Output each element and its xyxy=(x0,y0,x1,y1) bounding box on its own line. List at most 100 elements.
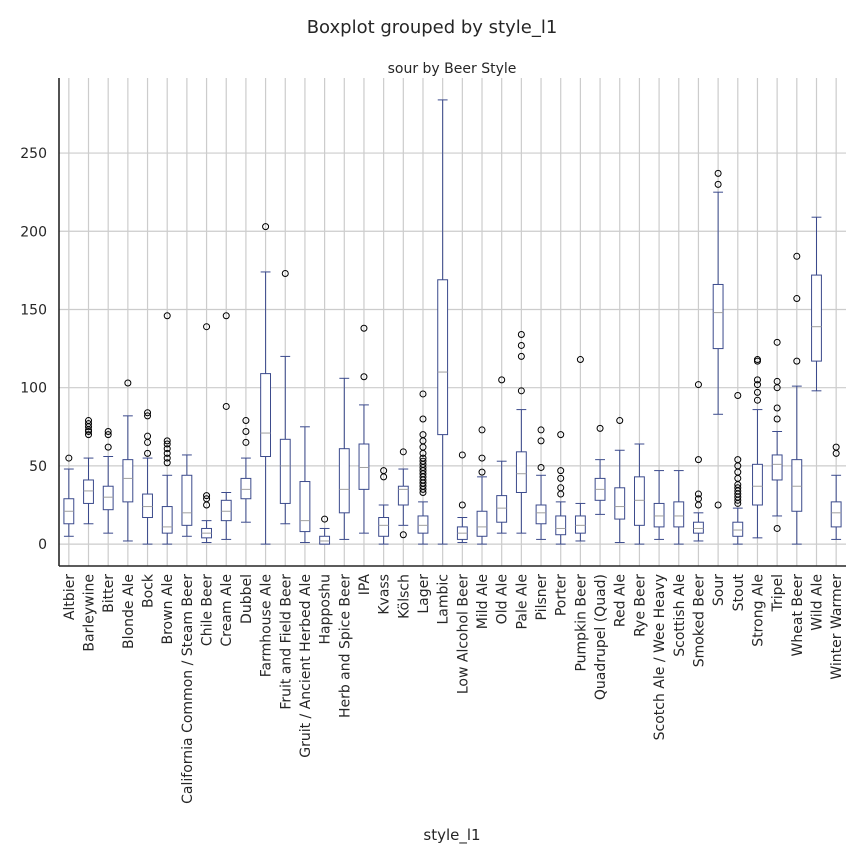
flier-point xyxy=(242,438,250,446)
box-iqr xyxy=(555,515,567,536)
x-tick-label: Happoshu xyxy=(318,574,334,645)
flier-point xyxy=(714,180,722,188)
flier-point xyxy=(104,427,112,435)
box-35 xyxy=(752,356,763,539)
flier-point xyxy=(793,252,801,260)
flier-point xyxy=(478,426,486,434)
x-tick-label: Chile Beer xyxy=(200,574,216,646)
x-tick-label: Pumpkin Beer xyxy=(573,574,589,672)
flier-point xyxy=(557,467,565,475)
box-22 xyxy=(496,376,508,534)
flier-point xyxy=(222,312,230,320)
y-tick-label: 250 xyxy=(20,146,47,162)
box-iqr xyxy=(673,501,685,528)
flier-point xyxy=(753,381,761,389)
flier-point xyxy=(557,484,565,492)
flier-point xyxy=(694,490,702,498)
x-tick-label: Blonde Ale xyxy=(121,574,137,649)
x-tick-label: Gruit / Ancient Herbed Ale xyxy=(298,574,314,758)
box-25 xyxy=(555,431,567,545)
box-16 xyxy=(378,467,390,545)
flier-point xyxy=(576,356,584,364)
x-tick-label: Old Ale xyxy=(495,574,511,624)
box-iqr xyxy=(791,459,803,512)
flier-point xyxy=(773,404,781,412)
flier-point xyxy=(832,443,840,451)
box-iqr xyxy=(338,448,350,514)
box-iqr xyxy=(712,283,724,350)
flier-point xyxy=(734,484,742,492)
box-iqr xyxy=(437,279,449,436)
flier-point xyxy=(753,376,761,384)
x-tick-label: Red Ale xyxy=(613,574,629,627)
box-6 xyxy=(181,454,193,537)
flier-point xyxy=(537,437,545,445)
box-iqr xyxy=(574,515,586,534)
chart-suptitle: Boxplot grouped by style_l1 xyxy=(307,17,558,38)
x-tick-label: Stout xyxy=(731,573,747,611)
flier-point xyxy=(773,415,781,423)
x-tick-label: Lager xyxy=(416,574,432,614)
x-tick-label: Sour xyxy=(711,574,727,606)
flier-point xyxy=(419,457,427,465)
box-33 xyxy=(712,169,724,509)
x-tick-label: Cream Ale xyxy=(219,574,235,647)
flier-point xyxy=(458,501,466,509)
box-3 xyxy=(122,379,134,542)
flier-point xyxy=(753,356,761,364)
y-tick-label: 150 xyxy=(20,302,47,318)
box-13 xyxy=(319,515,331,545)
x-tick-label: Fruit and Field Beer xyxy=(278,574,294,710)
flier-point xyxy=(478,454,486,462)
box-iqr xyxy=(102,485,114,511)
flier-point xyxy=(124,379,132,387)
flier-point xyxy=(163,440,171,448)
x-tick-label: Herb and Spice Beer xyxy=(337,574,353,718)
x-tick-label: Bitter xyxy=(101,574,117,613)
box-17 xyxy=(397,448,409,539)
x-tick-label: Low Alcohol Beer xyxy=(455,574,471,694)
flier-point xyxy=(753,388,761,396)
flier-point xyxy=(242,427,250,435)
x-tick-label: Mild Ale xyxy=(475,574,491,629)
box-iqr xyxy=(614,487,626,520)
x-tick-label: Farmhouse Ale xyxy=(259,574,275,677)
y-tick-label: 50 xyxy=(29,459,47,475)
flier-point xyxy=(793,295,801,303)
flier-point xyxy=(163,459,171,467)
flier-point xyxy=(714,169,722,177)
flier-point xyxy=(419,431,427,439)
flier-point xyxy=(734,456,742,464)
x-tick-label: Porter xyxy=(554,574,570,616)
box-iqr xyxy=(83,479,94,504)
flier-point xyxy=(163,312,171,320)
x-tick-label: Barleywine xyxy=(82,574,98,652)
grid xyxy=(59,78,846,566)
x-tick-label: Strong Ale xyxy=(750,574,766,647)
flier-point xyxy=(144,449,152,457)
flier-point xyxy=(203,323,211,331)
flier-point xyxy=(498,376,506,384)
flier-point xyxy=(163,454,171,462)
box-0 xyxy=(63,454,75,537)
y-tick-label: 200 xyxy=(20,224,47,240)
y-tick-labels: 0 50 100 150 200 250 xyxy=(20,146,47,553)
x-tick-label: Rye Beer xyxy=(632,574,648,637)
box-2 xyxy=(102,427,114,534)
flier-point xyxy=(694,456,702,464)
flier-point xyxy=(793,357,801,365)
box-iqr xyxy=(535,504,547,525)
box-iqr xyxy=(299,481,311,533)
flier-point xyxy=(163,437,171,445)
box-iqr xyxy=(240,477,252,500)
box-iqr xyxy=(142,493,153,519)
x-axis-label: style_l1 xyxy=(423,826,480,845)
flier-point xyxy=(616,417,624,425)
x-tick-label: Kölsch xyxy=(396,574,412,619)
boxes xyxy=(63,99,842,545)
flier-point xyxy=(399,531,407,539)
flier-point xyxy=(222,402,230,410)
flier-point xyxy=(557,431,565,439)
flier-point xyxy=(321,515,329,523)
